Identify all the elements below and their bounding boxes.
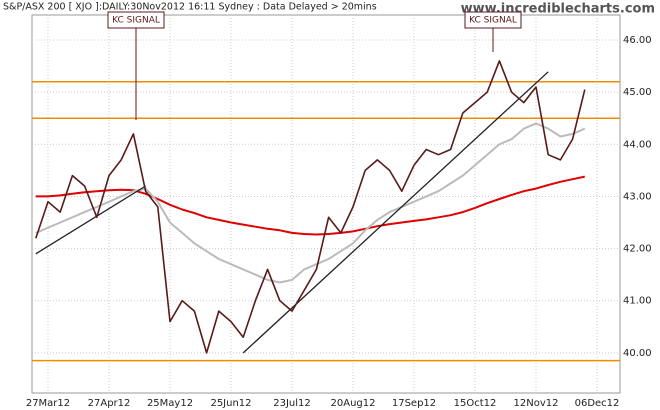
y-tick-label: 45.00 — [623, 87, 652, 98]
annotation-text: KC SIGNAL — [469, 16, 517, 26]
annotation: KC SIGNAL KC SIGNAL — [107, 11, 522, 120]
plot-frame — [31, 14, 621, 394]
y-tick-label: 42.00 — [623, 244, 652, 255]
trend-line — [242, 71, 549, 354]
y-tick-label: 40.00 — [623, 348, 652, 359]
series-line — [35, 122, 586, 284]
annotation-box — [464, 11, 522, 29]
trend-line — [35, 185, 146, 255]
series-line — [35, 175, 586, 236]
x-tick-label: 15Oct12 — [454, 398, 497, 409]
y-tick-label: 44.00 — [623, 139, 652, 150]
x-tick-label: 27Apr12 — [88, 398, 131, 409]
x-tick-label: 25Jun12 — [210, 398, 251, 409]
x-tick-label: 12Nov12 — [514, 398, 559, 409]
annotation-text: KC SIGNAL — [112, 16, 160, 26]
y-tick-label: 46.00 — [623, 35, 652, 46]
y-tick-label: 43.00 — [623, 191, 652, 202]
x-tick-label: 06Dec12 — [575, 398, 620, 409]
x-tick-label: 17Sep12 — [392, 398, 436, 409]
x-tick-label: 23Jul12 — [273, 398, 311, 409]
annotation-box — [107, 11, 165, 29]
x-tick-label: 20Aug12 — [331, 398, 376, 409]
x-tick-label: 27Mar12 — [26, 398, 70, 409]
series-line — [35, 60, 586, 354]
chart-header: S&P/ASX 200 [ XJO ]:DAILY:30Nov2012 16:1… — [3, 2, 377, 13]
y-tick-label: 41.00 — [623, 296, 652, 307]
x-tick-label: 25May12 — [147, 398, 193, 409]
